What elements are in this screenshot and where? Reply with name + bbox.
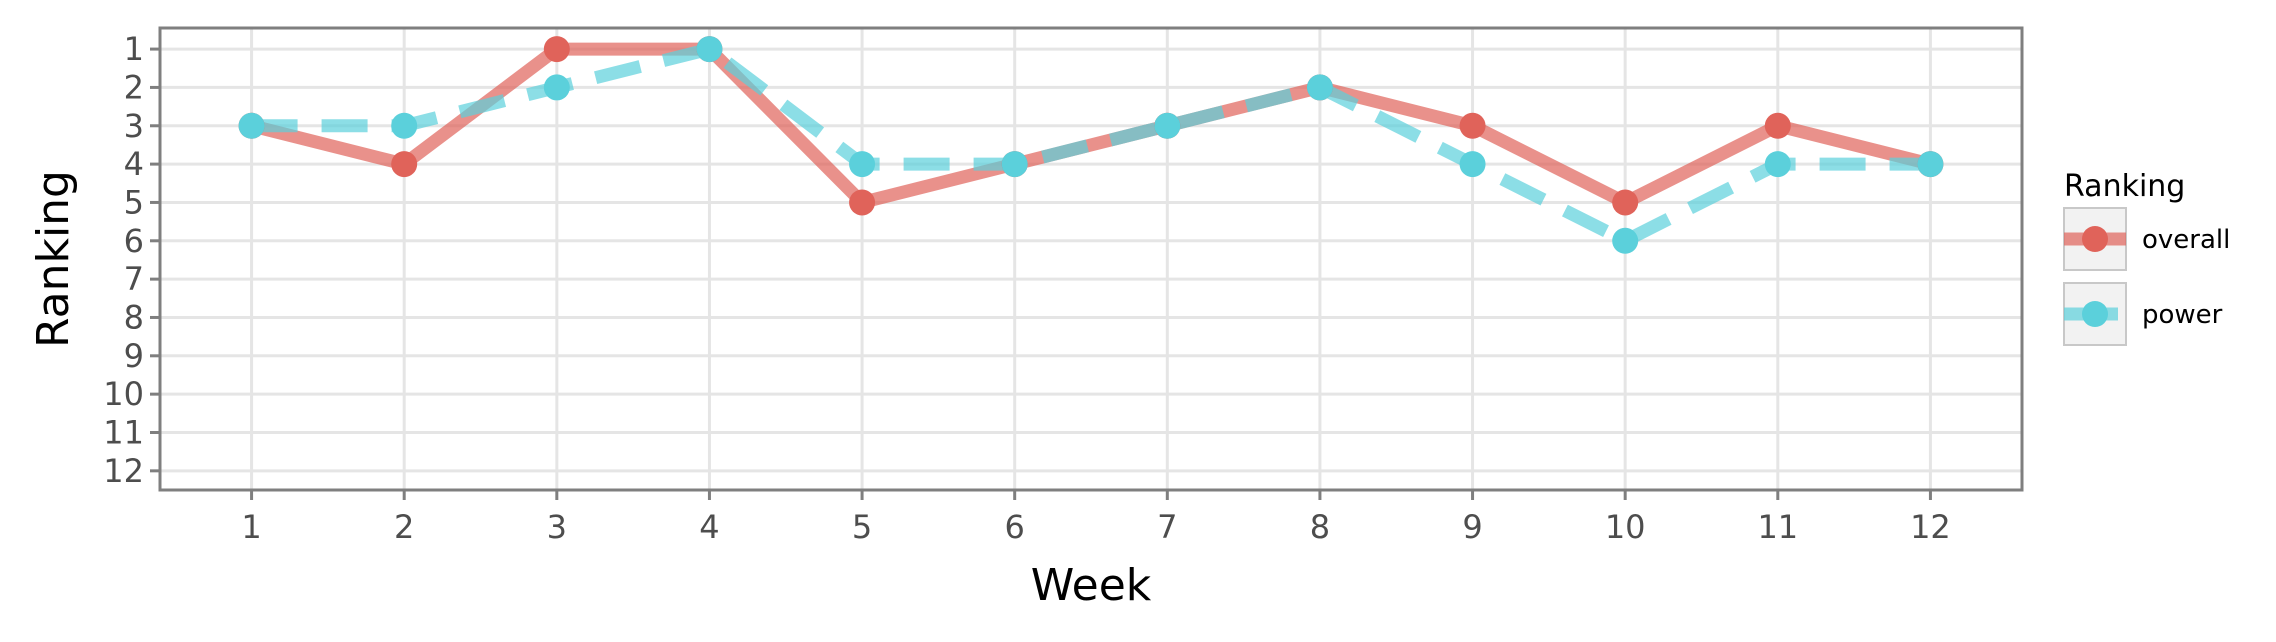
y-tick-label: 11 [103, 413, 144, 451]
series-line-power [251, 42, 1931, 248]
plot-panel-border [158, 26, 2024, 492]
data-point-overall [391, 151, 418, 178]
data-point-power [849, 151, 876, 178]
x-tick-label: 4 [699, 508, 719, 546]
x-tick-label: 2 [394, 508, 414, 546]
x-tick-label: 5 [852, 508, 872, 546]
legend-marker-overall [2082, 226, 2108, 252]
data-points [238, 36, 1944, 254]
x-tick-label: 7 [1157, 508, 1177, 546]
x-axis-title: Week [1031, 560, 1152, 611]
grid [160, 28, 2022, 490]
y-tick-label: 8 [124, 298, 144, 336]
data-point-overall [1764, 112, 1791, 139]
data-point-power [1459, 151, 1486, 178]
legend-label-overall: overall [2142, 225, 2230, 255]
data-point-overall [849, 189, 876, 216]
data-point-power [696, 36, 723, 63]
series-line-overall [249, 42, 1933, 209]
data-point-power [1764, 151, 1791, 178]
legend-marker-power [2082, 301, 2108, 327]
y-tick-label: 3 [124, 107, 144, 145]
y-tick-label: 7 [124, 260, 144, 298]
x-tick-label: 11 [1757, 508, 1798, 546]
data-point-power [1612, 227, 1639, 254]
x-tick-label: 1 [241, 508, 261, 546]
x-tick-label: 6 [1005, 508, 1025, 546]
x-tick-label: 10 [1605, 508, 1646, 546]
data-point-power [391, 112, 418, 139]
y-tick-label: 1 [124, 30, 144, 68]
legend-label-power: power [2142, 300, 2223, 330]
data-point-overall [543, 36, 570, 63]
data-point-power [543, 74, 570, 101]
x-axis-ticks: 1 2 3 4 5 6 7 8 9 10 11 12 [241, 490, 1951, 546]
y-tick-label: 10 [103, 375, 144, 413]
legend: Ranking overall power [2063, 169, 2230, 346]
x-tick-label: 3 [547, 508, 567, 546]
x-tick-label: 12 [1910, 508, 1951, 546]
data-point-power [238, 112, 265, 139]
y-tick-label: 4 [124, 145, 144, 183]
data-point-power [1917, 151, 1944, 178]
y-tick-label: 2 [124, 68, 144, 106]
series-lines [249, 42, 1933, 248]
legend-title: Ranking [2064, 169, 2185, 204]
data-point-power [1154, 112, 1181, 139]
y-tick-label: 9 [124, 337, 144, 375]
data-point-overall [1459, 112, 1486, 139]
data-point-power [1306, 74, 1333, 101]
y-tick-label: 6 [124, 222, 144, 260]
y-tick-label: 5 [124, 183, 144, 221]
x-tick-label: 8 [1310, 508, 1330, 546]
y-tick-label: 12 [103, 452, 144, 490]
data-point-overall [1612, 189, 1639, 216]
data-point-power [1001, 151, 1028, 178]
x-tick-label: 9 [1462, 508, 1482, 546]
y-axis-title: Ranking [28, 170, 79, 348]
